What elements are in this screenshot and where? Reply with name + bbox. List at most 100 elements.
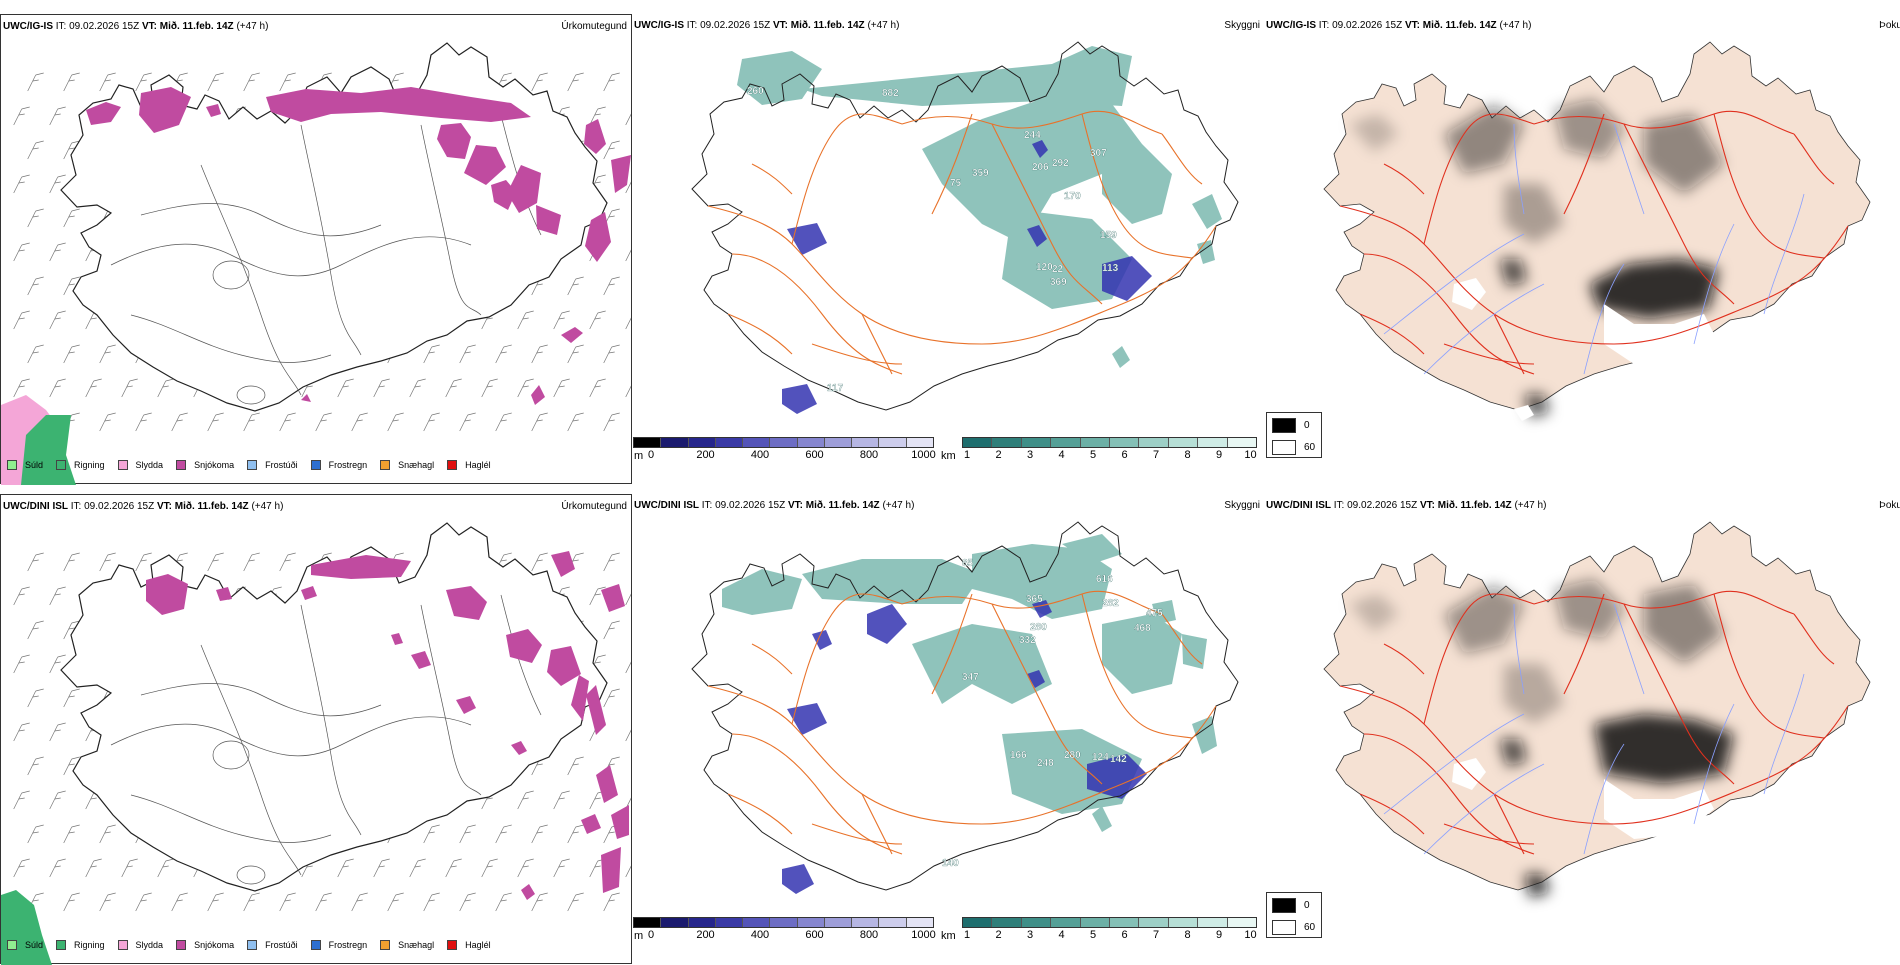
wind-barb: [409, 378, 426, 398]
legend-swatch: [310, 940, 321, 950]
cloud-base-label: 475: [1146, 608, 1163, 619]
cloud-base-label: 140: [942, 858, 959, 869]
wind-barb: [459, 412, 476, 432]
cloud-base-label: 292: [1052, 158, 1069, 169]
colorbar-tick: 400: [750, 929, 770, 941]
cloud-base-label: 332: [1019, 635, 1036, 646]
colorbar-cell: [743, 918, 771, 927]
wind-barb: [531, 552, 548, 572]
wind-barb: [63, 552, 80, 572]
fog-map-0: [1323, 41, 1871, 421]
colorbar-tick: 9: [1215, 449, 1223, 461]
header-precip-1: UWC/DINI ISL IT: 09.02.2026 15Z VT: Mið.…: [3, 501, 284, 512]
wind-barb: [13, 106, 30, 126]
wind-barb: [63, 208, 80, 228]
wind-barb: [589, 378, 606, 398]
colorbar-cell: [963, 918, 993, 927]
ceiling-unit-0: m: [634, 450, 644, 462]
colorbar-tick: 800: [859, 929, 879, 941]
wind-barb: [553, 310, 570, 330]
wind-barb: [531, 824, 548, 844]
wind-barb: [589, 310, 606, 330]
cloud-base-label: 260: [747, 86, 764, 97]
wind-barb: [49, 586, 66, 606]
wind-barb: [495, 824, 512, 844]
wind-barb: [99, 552, 116, 572]
cloud-base-label: 117: [827, 383, 844, 394]
wind-barb: [315, 892, 332, 912]
precip-panel-0: UWC/IG-IS IT: 09.02.2026 15Z VT: Mið. 11…: [0, 14, 632, 485]
wind-barb: [445, 858, 462, 878]
wind-barb: [27, 72, 44, 92]
legend-item-haglél: Haglél: [447, 460, 491, 470]
wind-barb: [373, 858, 390, 878]
wind-barb: [423, 412, 440, 432]
cloud-panel-0: UWC/IG-IS IT: 09.02.2026 15Z VT: Mið. 11…: [632, 14, 1264, 484]
wind-barb: [517, 310, 534, 330]
legend-swatch: [56, 940, 67, 950]
wind-barb: [135, 72, 152, 92]
wind-barb: [567, 756, 584, 776]
cloud-base-label: 120: [1036, 262, 1053, 273]
cloud-base-label: 365: [1026, 594, 1043, 605]
colorbar-tick: 10: [1244, 449, 1257, 461]
wind-barb: [423, 344, 440, 364]
wind-barb: [243, 412, 260, 432]
ceiling-unit-1: m: [634, 930, 644, 942]
legend-item-súld: Súld: [7, 940, 43, 950]
colorbar-cell: [1021, 438, 1052, 447]
legend-item-rigning: Rigning: [56, 940, 105, 950]
wind-barb: [63, 276, 80, 296]
wind-barb: [121, 858, 138, 878]
wind-barb: [553, 858, 570, 878]
wind-barb: [603, 276, 620, 296]
wind-barb: [13, 722, 30, 742]
snow-areas: [146, 551, 629, 900]
cloud-base-label: 307: [1090, 148, 1107, 159]
cloud-title-1: Skyggni: [1224, 500, 1260, 511]
legend-item-snjókoma: Snjókoma: [176, 940, 234, 950]
colorbar-cell: [634, 438, 662, 447]
legend-item-frostregn: Frostregn: [310, 940, 367, 950]
cloud-base-label: 282: [1102, 598, 1119, 609]
precip-panel-1: UWC/DINI ISL IT: 09.02.2026 15Z VT: Mið.…: [0, 494, 632, 965]
wind-barb: [517, 790, 534, 810]
colorbar-cell: [1227, 438, 1257, 447]
wind-barb: [13, 242, 30, 262]
cloud-base-label: 166: [1010, 750, 1027, 761]
wind-barb: [481, 858, 498, 878]
wind-barb: [409, 858, 426, 878]
wind-barb: [603, 72, 620, 92]
wind-barb: [567, 892, 584, 912]
wind-barb: [171, 412, 188, 432]
precip-title-0: Úrkomutegund: [561, 21, 627, 32]
legend-swatch: [447, 940, 458, 950]
wind-barb: [63, 892, 80, 912]
ceiling-colorbar-0: 0 200 400 600 800 1000: [633, 437, 936, 465]
wind-barb: [99, 412, 116, 432]
legend-swatch: [447, 460, 458, 470]
wind-barb: [445, 378, 462, 398]
rain-area: [1, 890, 52, 965]
legend-label: Snjókoma: [194, 460, 235, 470]
ceiling-colorbar-1: 0 200 400 600 800 1000: [633, 917, 936, 945]
wind-barb: [279, 412, 296, 432]
cloud-panel-1: UWC/DINI ISL IT: 09.02.2026 15Z VT: Mið.…: [632, 494, 1264, 964]
wind-barb: [135, 412, 152, 432]
colorbar-cell: [963, 438, 993, 447]
legend-swatch: [247, 460, 258, 470]
colorbar-tick: 6: [1121, 929, 1128, 941]
wind-barb: [49, 310, 66, 330]
cloud-base-label: 280: [1064, 750, 1081, 761]
wind-barb: [27, 824, 44, 844]
precip-legend-0: Súld Rigning Slydda Snjókoma Frostúði Frostre…: [7, 458, 504, 472]
wind-barb: [625, 317, 631, 330]
cloud-base-label: 244: [1024, 130, 1041, 141]
cloud-base-label: 468: [1134, 623, 1151, 634]
colorbar-cell: [1198, 438, 1228, 447]
colorbar-cell: [1198, 918, 1228, 927]
wind-barb: [495, 412, 512, 432]
legend-label: Súld: [25, 940, 44, 950]
legend-item-haglél: Haglél: [447, 940, 491, 950]
